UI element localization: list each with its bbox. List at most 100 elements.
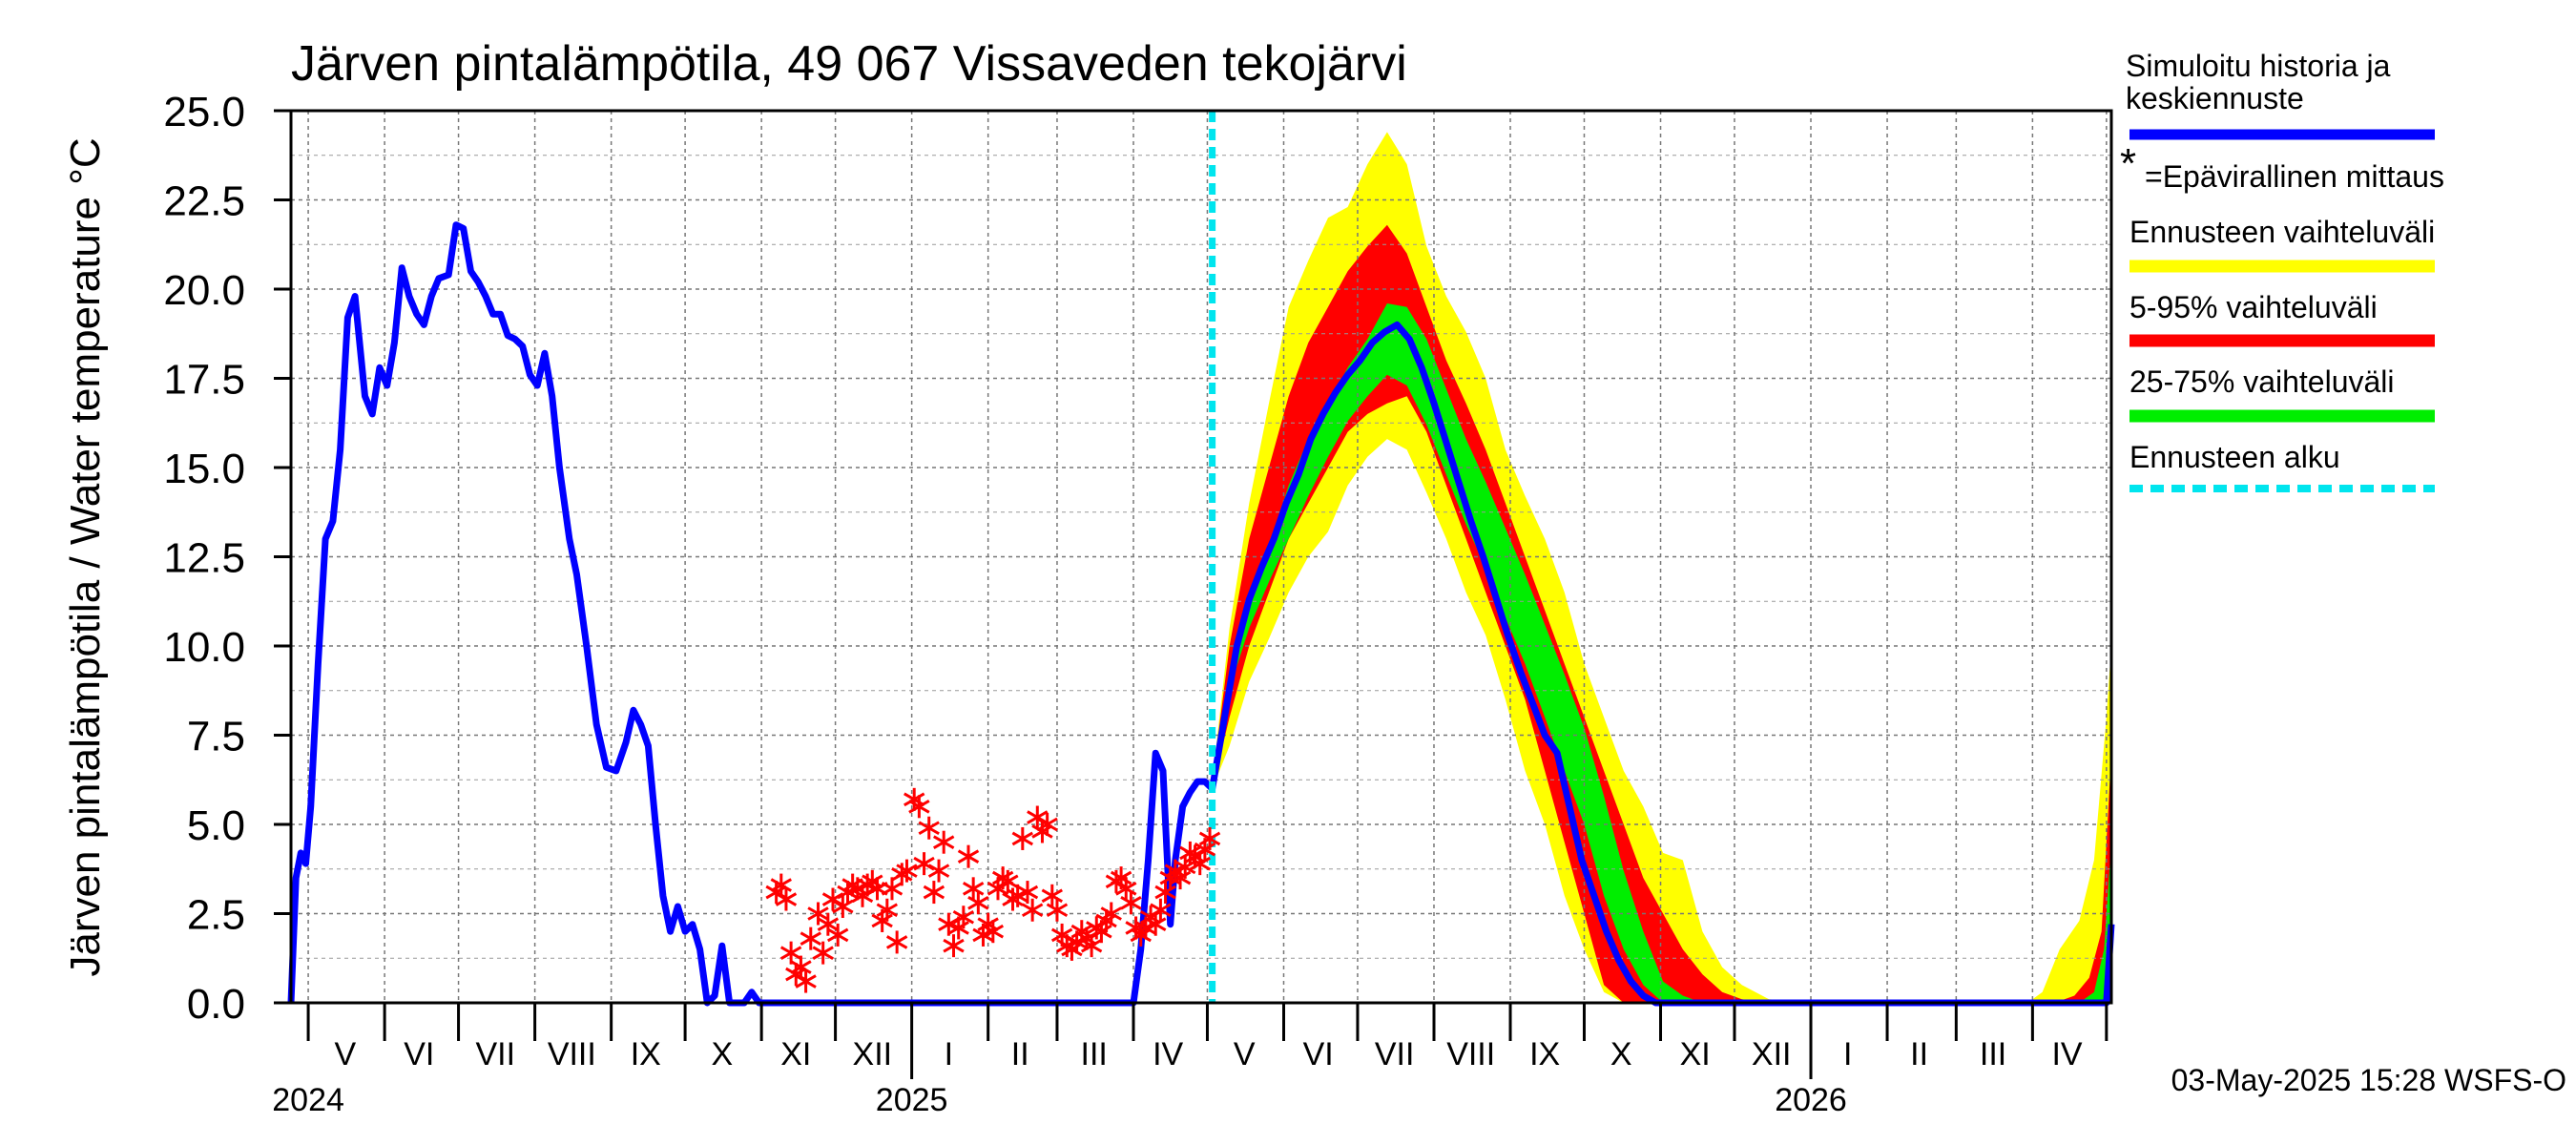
measurement-point	[1080, 934, 1103, 958]
measurement-point	[1011, 826, 1034, 850]
y-tick-label: 22.5	[163, 178, 245, 225]
legend-p5-95-label: 5-95% vaihteluväli	[2129, 290, 2378, 324]
y-tick-label: 7.5	[187, 714, 245, 760]
y-tick-label: 10.0	[163, 624, 245, 671]
measurement-point	[1016, 881, 1039, 905]
measurement-point	[962, 877, 985, 901]
axes: 0.0 2.5 5.0 7.5 10.0 12.5 15.0 17.5 20.0 22.5 25.0…	[163, 89, 2109, 1118]
measurement-point	[1095, 908, 1117, 932]
month-label: V	[334, 1036, 356, 1072]
measurement-point	[943, 934, 965, 958]
month-label: XII	[853, 1036, 893, 1072]
month-label: XII	[1752, 1036, 1792, 1072]
legend-history-label: Simuloitu historia ja keskiennuste	[2126, 50, 2391, 115]
month-label: II	[1011, 1036, 1029, 1072]
timestamp-footer: 03-May-2025 15:28 WSFS-O	[2171, 1063, 2566, 1097]
month-label: I	[1843, 1036, 1852, 1072]
legend-history-label-box: Simuloitu historia ja keskiennuste	[2126, 50, 2391, 115]
measurement-point	[770, 873, 792, 897]
measurement-point	[807, 902, 829, 926]
month-label: VI	[1303, 1036, 1334, 1072]
month-label: V	[1234, 1036, 1256, 1072]
y-tick-label: 17.5	[163, 357, 245, 404]
measurement-point	[775, 887, 798, 911]
measurement-point	[1036, 813, 1058, 836]
month-label: VI	[404, 1036, 434, 1072]
measurement-point	[832, 895, 854, 919]
measurement-point	[1145, 912, 1167, 936]
month-label: IX	[1529, 1036, 1560, 1072]
measurement-point	[1198, 826, 1221, 850]
month-label: XI	[1680, 1036, 1711, 1072]
measurement-point	[933, 830, 955, 854]
measurement-point	[927, 859, 950, 883]
measurement-point	[817, 912, 840, 936]
y-tick-label: 5.0	[187, 802, 245, 849]
month-label: VII	[476, 1036, 516, 1072]
legend-forecast-start-label: Ennusteen alku	[2129, 440, 2340, 474]
measurement-point	[795, 969, 817, 993]
month-label: I	[945, 1036, 953, 1072]
measurement-point	[1130, 923, 1152, 947]
measurement-point	[779, 941, 802, 965]
measurement-point	[1159, 866, 1181, 890]
legend-full-range-label: Ennusteen vaihteluväli	[2129, 215, 2435, 249]
y-axis-label: Järven pintalämpötila / Water temperatur…	[62, 137, 109, 976]
measurement-point	[1150, 898, 1172, 922]
month-label: VIII	[548, 1036, 596, 1072]
y-tick-label: 12.5	[163, 535, 245, 582]
measurement-point	[1046, 898, 1069, 922]
measurement-point	[908, 795, 930, 819]
measurement-point	[881, 877, 904, 901]
measurement-point	[957, 844, 980, 868]
month-label: XI	[780, 1036, 811, 1072]
measurement-point	[1174, 855, 1196, 879]
month-label: X	[1610, 1036, 1632, 1072]
year-label: 2025	[876, 1082, 948, 1118]
measurement-point	[1125, 916, 1147, 940]
measurement-point	[800, 926, 821, 950]
legend-measured-label: =Epävirallinen mittaus	[2145, 159, 2444, 194]
month-label: X	[711, 1036, 733, 1072]
measurement-point	[826, 923, 849, 947]
month-label: III	[1081, 1036, 1108, 1072]
measurement-point	[1021, 898, 1044, 922]
legend-p25-75-label: 25-75% vaihteluväli	[2129, 364, 2395, 399]
year-label: 2024	[272, 1082, 344, 1118]
year-label: 2026	[1775, 1082, 1847, 1118]
measurement-point	[918, 816, 940, 840]
y-tick-label: 15.0	[163, 446, 245, 492]
measurement-point	[896, 859, 918, 883]
measurement-point	[1061, 937, 1083, 961]
measurement-point	[790, 955, 812, 979]
measurement-point	[1070, 920, 1092, 944]
measurement-point	[812, 941, 834, 965]
measurement-point	[862, 869, 883, 893]
month-label: IV	[2051, 1036, 2082, 1072]
measurement-point	[1115, 877, 1137, 901]
month-label: VIII	[1446, 1036, 1495, 1072]
month-label: III	[1980, 1036, 2006, 1072]
y-tick-label: 20.0	[163, 267, 245, 314]
chart-title: Järven pintalämpötila, 49 067 Vissaveden…	[291, 36, 1407, 92]
measurement-point	[1189, 852, 1211, 876]
legend-measured-marker: *	[2120, 140, 2136, 187]
y-tick-label: 25.0	[163, 89, 245, 135]
measurement-point	[885, 930, 908, 954]
measurement-point	[1100, 902, 1122, 926]
measurement-point	[977, 912, 999, 936]
measurement-point	[904, 787, 925, 811]
measurement-point	[1041, 884, 1063, 907]
measurement-point	[1154, 881, 1176, 905]
measurement-point	[923, 881, 945, 905]
measurement-markers	[765, 787, 1221, 993]
legend: Simuloitu historia ja keskiennuste * =Ep…	[2120, 50, 2444, 492]
month-label: VII	[1375, 1036, 1415, 1072]
measurement-point	[1031, 820, 1053, 843]
month-label: II	[1910, 1036, 1928, 1072]
measurement-point	[997, 869, 1019, 893]
month-label: IX	[631, 1036, 661, 1072]
measurement-point	[1120, 891, 1142, 915]
measurement-point	[967, 891, 989, 915]
